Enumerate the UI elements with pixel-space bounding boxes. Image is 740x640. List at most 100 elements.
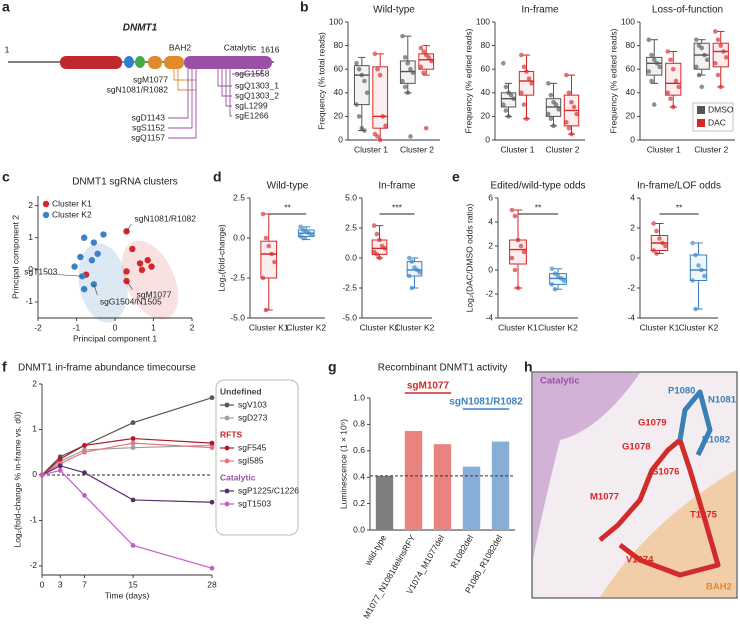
- data-point: [406, 255, 412, 261]
- data-point: [660, 240, 665, 246]
- x-axis-label: Time (days): [105, 590, 150, 600]
- significance-label: **: [676, 202, 683, 212]
- y-tick-label: 1: [32, 424, 37, 434]
- y-tick-label: -2: [627, 282, 635, 292]
- data-point: [670, 66, 676, 72]
- data-point: [409, 259, 415, 264]
- data-point: [676, 84, 682, 90]
- point-annotation: sgM1077: [137, 289, 172, 299]
- chart-title: DNMT1 sgRNA clusters: [72, 177, 178, 188]
- line-marker: [82, 449, 87, 455]
- data-point: [88, 257, 96, 264]
- x-tick-label: wild-type: [362, 533, 388, 568]
- y-tick-label: -4: [627, 312, 635, 322]
- panel-title: In-frame: [378, 181, 416, 192]
- data-point: [426, 55, 432, 60]
- data-point: [524, 116, 529, 122]
- gene-name: DNMT1: [123, 23, 158, 34]
- y-axis-label: Frequency (% total reads): [316, 32, 326, 130]
- x-tick-label: -2: [34, 322, 42, 332]
- x-tick-label: Cluster K2: [538, 322, 578, 332]
- data-point: [552, 286, 558, 292]
- x-tick-label: Cluster K2: [286, 322, 326, 332]
- line-marker: [209, 440, 215, 446]
- sgrna-label: sgS1152: [132, 122, 165, 132]
- data-point: [690, 278, 695, 283]
- data-point: [546, 111, 551, 117]
- bar: [433, 444, 452, 530]
- line-marker: [82, 442, 87, 448]
- y-tick-label: 0: [338, 134, 343, 144]
- data-point: [551, 123, 556, 129]
- y-tick-label: 6: [488, 192, 493, 202]
- sgrna-leader: [173, 69, 196, 81]
- panel-label: e: [452, 169, 460, 185]
- line-marker: [209, 395, 215, 401]
- y-axis-label: Frequency (% edited reads): [608, 28, 618, 133]
- bar: [375, 475, 394, 530]
- data-point: [569, 131, 574, 137]
- data-point: [654, 251, 659, 256]
- data-point: [519, 52, 524, 58]
- line-marker: [82, 493, 87, 498]
- data-point: [81, 234, 88, 241]
- annotation-leader: [126, 223, 132, 232]
- data-point: [94, 250, 101, 257]
- data-point: [100, 231, 107, 238]
- data-point: [356, 114, 362, 119]
- data-point: [654, 61, 660, 66]
- data-point: [651, 57, 657, 63]
- legend-label: Cluster K2: [52, 209, 92, 219]
- data-point: [693, 64, 699, 70]
- data-point: [123, 277, 130, 285]
- y-tick-label: 5.0: [345, 192, 357, 202]
- structure-label: M1077: [590, 492, 619, 503]
- bar: [491, 441, 510, 530]
- y-tick-label: -4: [485, 312, 493, 322]
- data-point: [663, 243, 668, 249]
- data-point: [649, 78, 654, 84]
- domain-label: BAH2: [169, 42, 191, 52]
- data-point: [670, 104, 676, 110]
- x-tick-label: 15: [128, 579, 138, 589]
- y-tick-label: -2.5: [342, 282, 357, 292]
- residue-sticks: [598, 437, 721, 578]
- data-point: [509, 207, 515, 213]
- x-tick-label: Cluster 1: [354, 144, 388, 154]
- legend-group-title: RFTS: [220, 429, 243, 439]
- data-point: [699, 84, 705, 90]
- data-point: [526, 76, 532, 81]
- x-tick-label: Cluster K1: [249, 322, 289, 332]
- y-tick-label: -2.5: [230, 272, 245, 282]
- data-point: [71, 263, 78, 270]
- y-tick-label: 40: [334, 87, 344, 97]
- data-point: [421, 70, 426, 76]
- line-marker: [130, 440, 136, 446]
- y-tick-label: 2: [630, 222, 635, 232]
- line: [41, 469, 213, 569]
- legend-label: sgD273: [238, 412, 268, 422]
- legend-marker: [224, 402, 230, 408]
- data-point: [429, 58, 434, 64]
- data-point: [651, 221, 656, 226]
- data-point: [309, 232, 315, 238]
- data-point: [405, 61, 411, 66]
- data-point: [524, 69, 529, 74]
- y-tick-label: 40: [626, 87, 636, 97]
- y-tick-label: 2: [488, 240, 493, 250]
- data-point: [301, 235, 306, 241]
- structure-label: S1076: [652, 467, 679, 478]
- data-point: [382, 246, 388, 251]
- box: [353, 65, 370, 106]
- structure-label: R1082: [702, 435, 730, 446]
- data-point: [372, 51, 378, 57]
- data-point: [549, 266, 555, 272]
- y-axis-label: Log₂(fold-change): [216, 224, 226, 292]
- data-point: [501, 102, 506, 107]
- y-tick-label: 1: [28, 232, 33, 242]
- data-point: [148, 263, 155, 270]
- bar-group-label: sgM1077: [407, 381, 450, 392]
- legend-swatch: [697, 119, 705, 127]
- structure-label: N1081: [708, 395, 737, 406]
- data-point: [501, 61, 506, 66]
